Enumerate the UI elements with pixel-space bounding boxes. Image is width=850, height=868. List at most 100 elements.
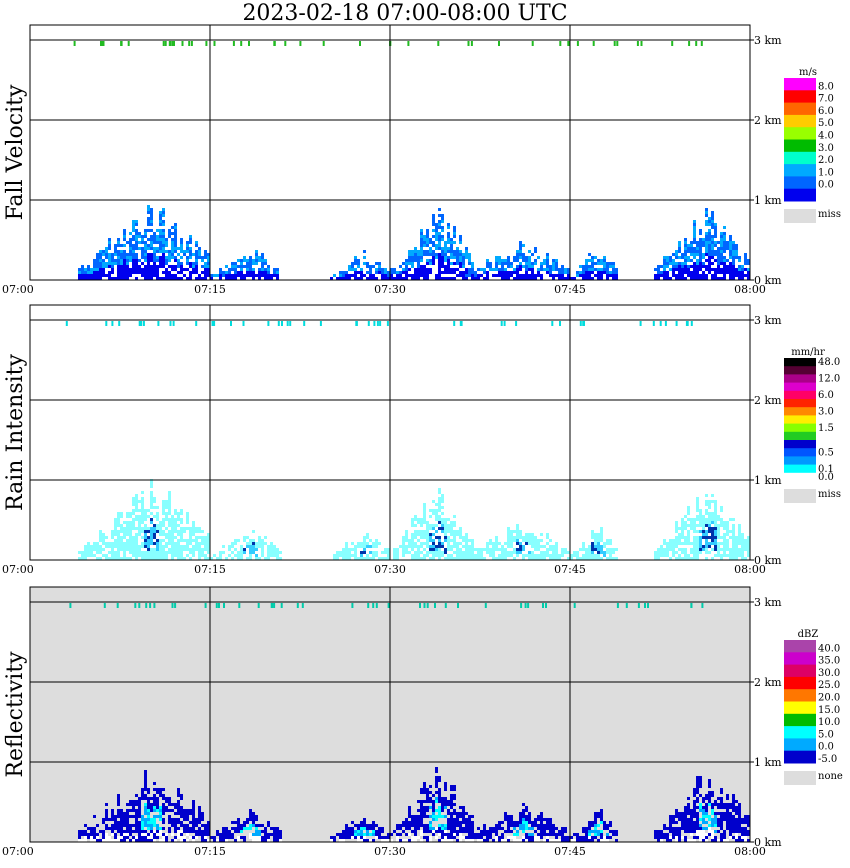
echo-pixel <box>438 253 441 256</box>
echo-pixel <box>450 824 453 827</box>
echo-pixel <box>435 785 438 788</box>
echo-pixel <box>243 274 246 277</box>
echo-pixel <box>594 821 597 824</box>
echo-pixel <box>144 824 147 827</box>
echo-pixel <box>693 265 696 268</box>
echo-pixel <box>432 241 435 244</box>
echo-pixel <box>279 839 282 842</box>
echo-pixel <box>654 274 657 277</box>
echo-pixel <box>348 548 351 551</box>
echo-pixel <box>414 554 417 557</box>
echo-pixel <box>468 827 471 830</box>
echo-pixel <box>180 551 183 554</box>
echo-pixel <box>102 250 105 253</box>
echo-pixel <box>117 821 120 824</box>
echo-pixel <box>741 548 744 551</box>
echo-pixel <box>693 551 696 554</box>
echo-pixel <box>183 253 186 256</box>
echo-pixel <box>135 265 138 268</box>
echo-pixel <box>420 824 423 827</box>
echo-pixel <box>144 241 147 244</box>
echo-pixel <box>441 815 444 818</box>
echo-pixel <box>696 259 699 262</box>
echo-pixel <box>276 827 279 830</box>
echo-pixel <box>120 253 123 256</box>
echo-pixel <box>567 277 570 280</box>
echo-pixel <box>273 839 276 842</box>
echo-pixel <box>711 539 714 542</box>
echo-pixel <box>552 827 555 830</box>
echo-pixel <box>195 836 198 839</box>
echo-pixel <box>120 821 123 824</box>
echo-pixel <box>558 830 561 833</box>
echo-pixel <box>534 548 537 551</box>
echo-pixel <box>450 815 453 818</box>
echo-pixel <box>549 545 552 548</box>
echo-pixel <box>453 830 456 833</box>
echo-pixel <box>186 521 189 524</box>
echo-pixel <box>414 821 417 824</box>
echo-pixel <box>438 788 441 791</box>
echo-pixel <box>666 262 669 265</box>
echo-pixel <box>405 536 408 539</box>
echo-pixel <box>438 830 441 833</box>
echo-pixel <box>732 274 735 277</box>
echo-pixel <box>126 265 129 268</box>
colorbar-label: 6.0 <box>818 390 834 401</box>
echo-pixel <box>339 277 342 280</box>
echo-pixel <box>408 262 411 265</box>
echo-pixel <box>378 557 381 560</box>
echo-pixel <box>609 821 612 824</box>
echo-pixel <box>237 554 240 557</box>
echo-pixel <box>684 241 687 244</box>
echo-pixel <box>525 836 528 839</box>
echo-pixel <box>696 812 699 815</box>
echo-pixel <box>735 833 738 836</box>
echo-pixel <box>147 271 150 274</box>
echo-pixel <box>144 256 147 259</box>
echo-pixel <box>267 836 270 839</box>
echo-pixel <box>672 818 675 821</box>
echo-pixel <box>156 800 159 803</box>
echo-pixel <box>723 548 726 551</box>
echo-pixel <box>123 557 126 560</box>
echo-pixel <box>438 262 441 265</box>
echo-pixel <box>180 256 183 259</box>
echo-pixel <box>231 827 234 830</box>
echo-pixel <box>687 839 690 842</box>
echo-pixel <box>681 821 684 824</box>
echo-pixel <box>699 530 702 533</box>
echo-pixel <box>582 542 585 545</box>
echo-pixel <box>735 536 738 539</box>
echo-pixel <box>150 557 153 560</box>
echo-pixel <box>723 259 726 262</box>
echo-pixel <box>474 274 477 277</box>
echo-pixel <box>336 277 339 280</box>
echo-pixel <box>438 833 441 836</box>
echo-pixel <box>531 827 534 830</box>
echo-pixel <box>675 524 678 527</box>
echo-pixel <box>570 557 573 560</box>
echo-pixel <box>687 797 690 800</box>
echo-pixel <box>144 542 147 545</box>
echo-pixel <box>660 265 663 268</box>
echo-pixel <box>102 262 105 265</box>
echo-pixel <box>501 262 504 265</box>
colorbar-swatch <box>784 664 816 678</box>
echo-pixel <box>486 836 489 839</box>
echo-pixel <box>150 830 153 833</box>
echo-pixel <box>708 815 711 818</box>
echo-pixel <box>711 530 714 533</box>
echo-pixel <box>141 788 144 791</box>
echo-pixel <box>426 815 429 818</box>
echo-pixel <box>90 277 93 280</box>
echo-pixel <box>363 548 366 551</box>
echo-pixel <box>192 551 195 554</box>
echo-pixel <box>438 208 441 211</box>
echo-pixel <box>435 524 438 527</box>
echo-pixel <box>741 839 744 842</box>
echo-pixel <box>573 551 576 554</box>
echo-pixel <box>663 256 666 259</box>
echo-pixel <box>249 557 252 560</box>
echo-pixel <box>732 247 735 250</box>
